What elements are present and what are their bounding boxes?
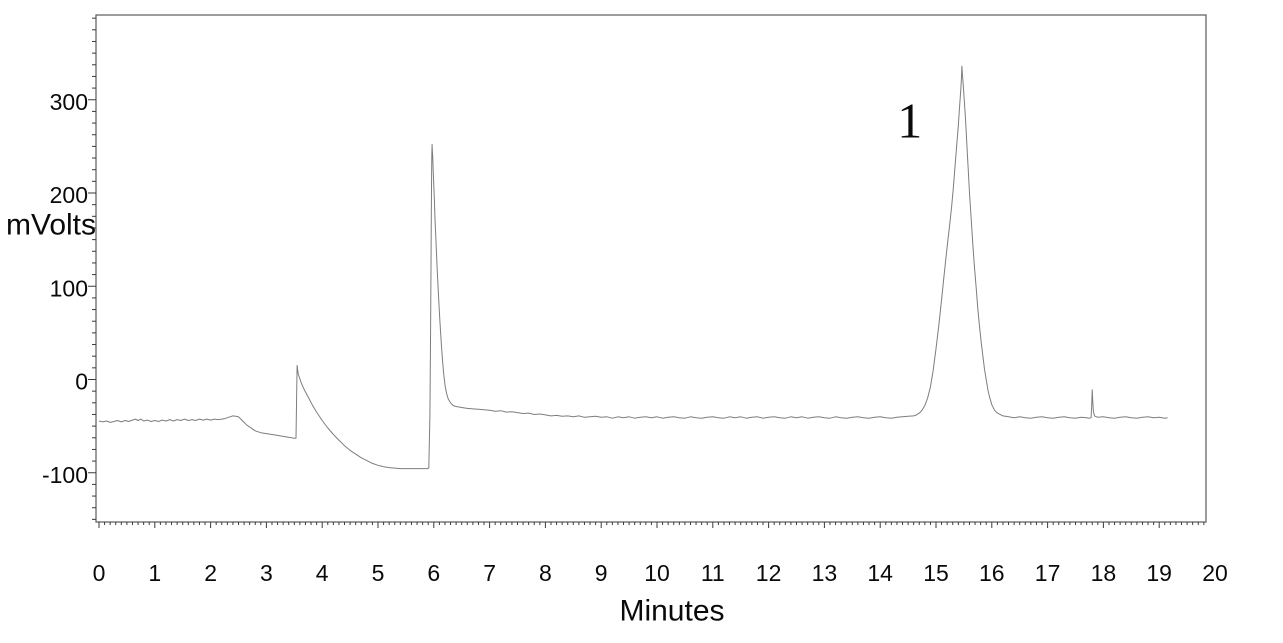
x-tick-label: 6: [427, 560, 440, 586]
x-tick-label: 5: [372, 560, 385, 586]
x-tick-label: 3: [260, 560, 273, 586]
y-axis-tick-labels: -100 0 100 200 300: [42, 89, 88, 488]
y-tick-label: -100: [42, 462, 88, 488]
x-tick-label: 14: [867, 560, 893, 586]
x-axis-ticks: [98, 522, 1205, 528]
x-tick-label: 16: [979, 560, 1005, 586]
x-axis-tick-labels: 0 1 2 3 4 5 6 7 8 9 10 11 12 13 14 15 16 17 18 19 20: [93, 560, 1228, 586]
peak-1-label: 1: [897, 92, 922, 148]
x-tick-label: 19: [1146, 560, 1172, 586]
y-tick-label: 200: [50, 182, 88, 208]
chromatogram-trace: [98, 65, 1168, 470]
x-tick-label: 1: [148, 560, 161, 586]
x-tick-label: 15: [923, 560, 949, 586]
x-tick-label: 0: [93, 560, 106, 586]
x-tick-label: 2: [204, 560, 217, 586]
x-tick-label: 18: [1091, 560, 1117, 586]
x-tick-label: 11: [701, 560, 725, 586]
y-tick-label: 0: [75, 369, 88, 395]
y-tick-label: 300: [50, 89, 88, 115]
x-tick-label: 7: [483, 560, 496, 586]
x-tick-label: 4: [316, 560, 329, 586]
x-axis-title: Minutes: [619, 595, 724, 628]
x-tick-label: 10: [644, 560, 670, 586]
x-tick-label: 12: [756, 560, 782, 586]
x-tick-label: 17: [1035, 560, 1061, 586]
y-axis-title: mVolts: [6, 209, 96, 242]
x-tick-label: 8: [539, 560, 552, 586]
y-tick-label: 100: [50, 275, 88, 301]
x-tick-label: 13: [812, 560, 838, 586]
y-axis-ticks: [88, 17, 96, 520]
plot-area-border: [95, 14, 1207, 523]
x-tick-label: 9: [595, 560, 608, 586]
x-tick-label: 20: [1202, 560, 1228, 586]
